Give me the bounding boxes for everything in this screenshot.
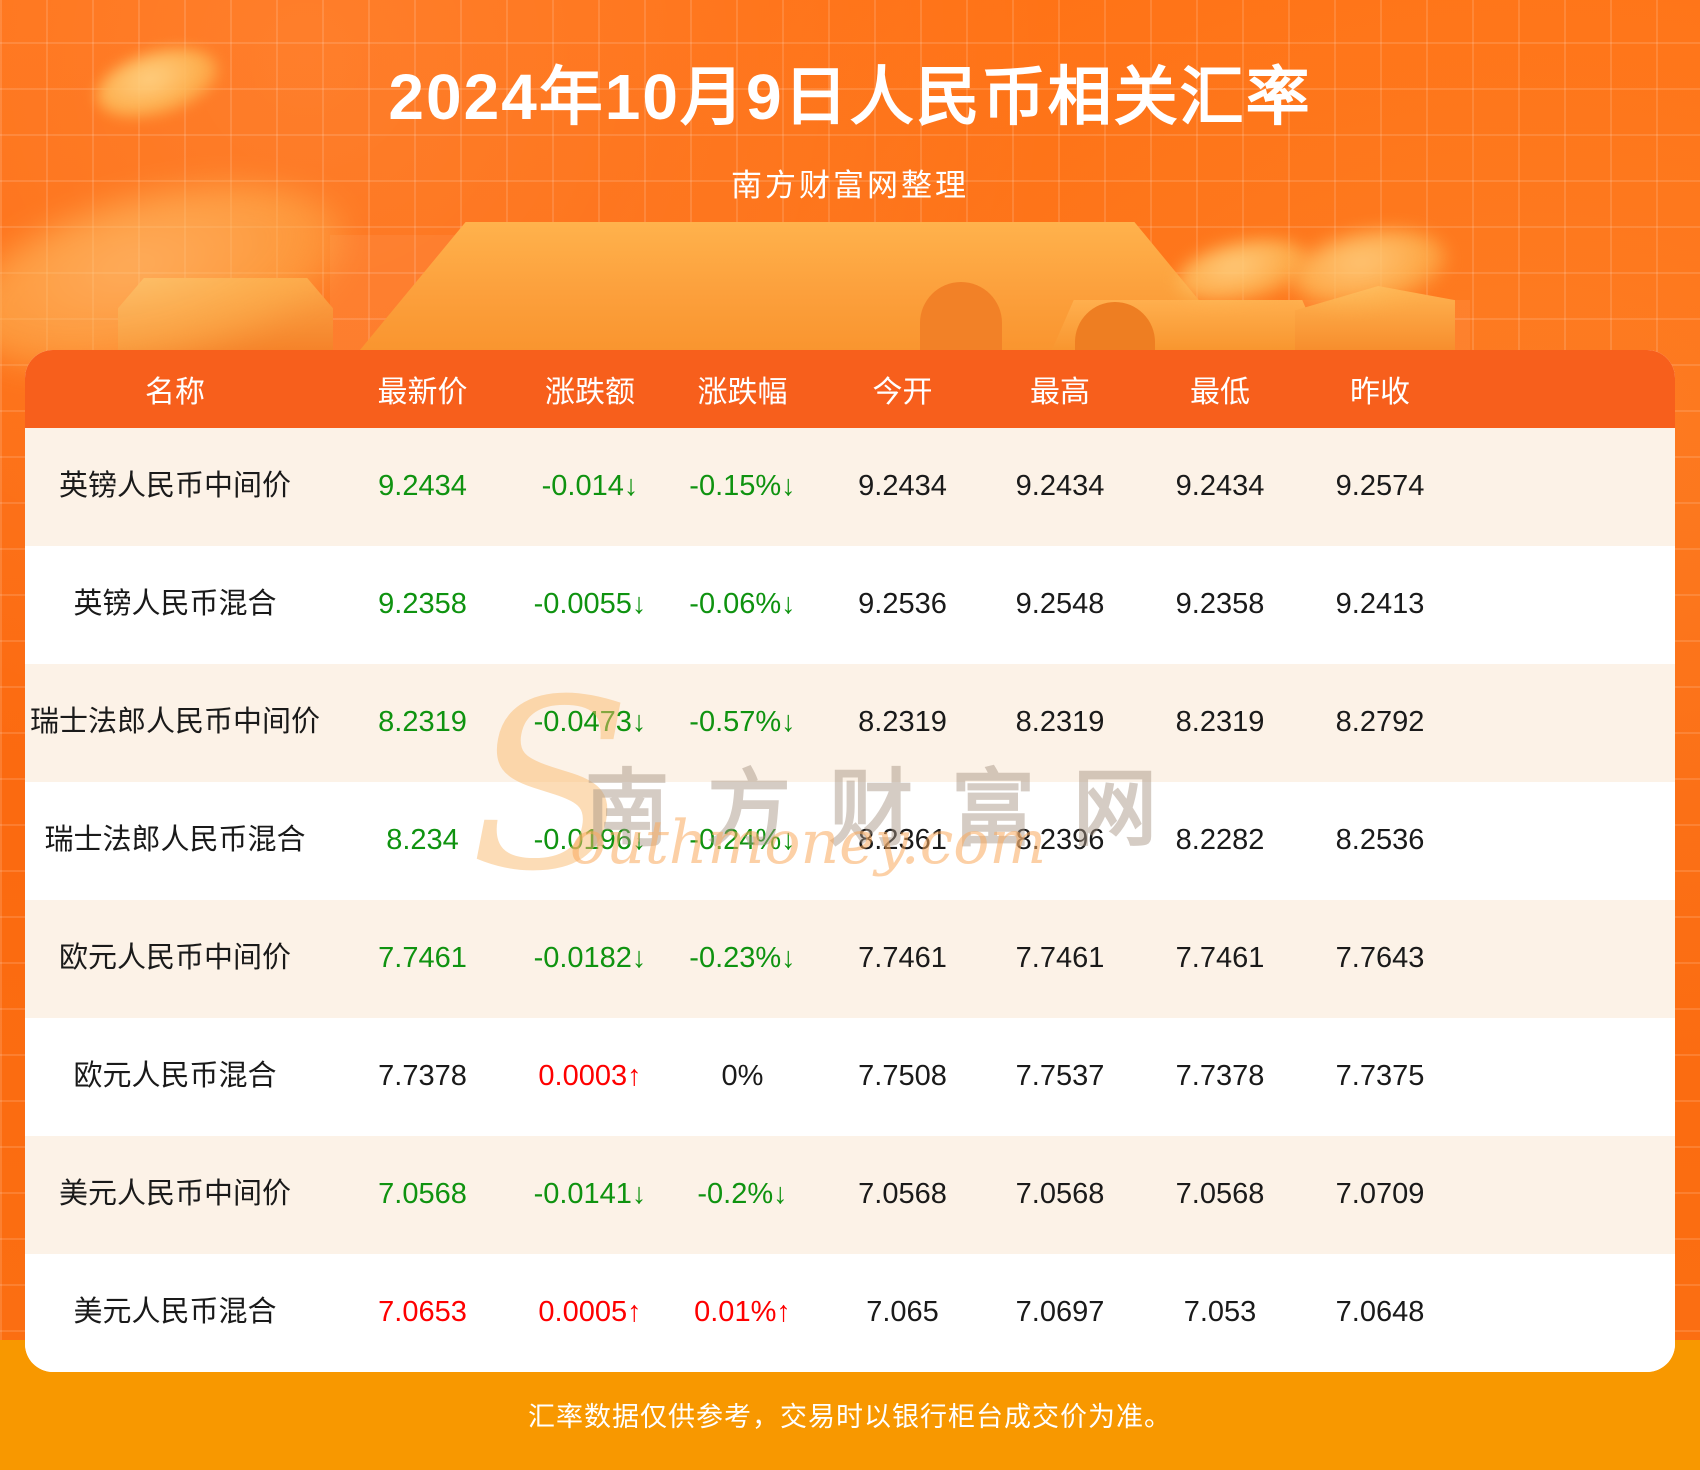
- cell-value: 9.2358: [1175, 588, 1265, 621]
- cell-value: 8.2319: [1175, 706, 1265, 739]
- cell-name: 瑞士法郎人民币混合: [44, 824, 306, 857]
- gold-coin-decoration: [1286, 219, 1453, 317]
- cell-value: -0.0182↓: [533, 942, 647, 975]
- cell-value: 9.2548: [1015, 588, 1105, 621]
- cell-value: 9.2434: [1175, 470, 1265, 503]
- cell-value: 8.2396: [1015, 824, 1105, 857]
- cell-value: 9.2434: [378, 470, 467, 503]
- cell-value: -0.15%↓: [689, 470, 796, 503]
- cell-value: -0.0055↓: [533, 588, 647, 621]
- table-row: 美元人民币中间价 7.0568 -0.0141↓ -0.2%↓ 7.0568 7.0568…: [25, 1136, 1675, 1254]
- header-cell: 最高: [1030, 376, 1090, 409]
- podium-arch-decoration: [1075, 302, 1155, 350]
- cell-value: 0%: [721, 1060, 764, 1093]
- cell-value: 9.2434: [1015, 470, 1105, 503]
- podium-platform-center: [360, 222, 1240, 350]
- cell-value: 7.0697: [1015, 1296, 1105, 1329]
- header-cell: 今开: [872, 376, 933, 409]
- cell-value: 8.2282: [1175, 824, 1265, 857]
- cell-value: 7.7461: [1015, 942, 1105, 975]
- header-cell: 涨跌额: [545, 376, 635, 409]
- cell-value: 0.0005↑: [538, 1296, 642, 1329]
- table-row: 欧元人民币中间价 7.7461 -0.0182↓ -0.23%↓ 7.7461 7.746…: [25, 900, 1675, 1018]
- cell-value: 7.7461: [858, 942, 947, 975]
- cell-value: -0.2%↓: [697, 1178, 788, 1211]
- cell-value: 8.2361: [858, 824, 947, 857]
- cell-value: 8.2319: [1015, 706, 1105, 739]
- cell-value: -0.23%↓: [689, 942, 796, 975]
- cell-value: 7.7375: [1335, 1060, 1425, 1093]
- table-header-row: 名称 最新价 涨跌额 涨跌幅 今开 最高 最低 昨收: [25, 350, 1675, 428]
- header-cell: 涨跌幅: [697, 376, 788, 409]
- table-row: 瑞士法郎人民币中间价 8.2319 -0.0473↓ -0.57%↓ 8.2319 8.2…: [25, 664, 1675, 782]
- cell-value: 7.0648: [1335, 1296, 1425, 1329]
- cell-value: 9.2413: [1335, 588, 1425, 621]
- cell-value: 7.7461: [1175, 942, 1265, 975]
- cell-value: 7.053: [1183, 1296, 1257, 1329]
- header-cell: 昨收: [1350, 376, 1410, 409]
- cell-value: 7.0568: [378, 1178, 467, 1211]
- cell-value: 9.2574: [1335, 470, 1425, 503]
- podium-arch-decoration: [920, 282, 1002, 350]
- cell-value: -0.0196↓: [533, 824, 647, 857]
- cell-value: -0.57%↓: [689, 706, 796, 739]
- cell-value: 8.234: [386, 824, 459, 857]
- cell-value: 7.7378: [378, 1060, 467, 1093]
- cell-value: 7.0568: [858, 1178, 947, 1211]
- gold-coin-decoration: [1170, 228, 1315, 314]
- footer-note: 汇率数据仅供参考，交易时以银行柜台成交价为准。: [528, 1402, 1172, 1432]
- cell-value: 8.2536: [1335, 824, 1425, 857]
- podium-platform-far-right: [1295, 286, 1455, 350]
- cell-value: 7.7643: [1335, 942, 1425, 975]
- cell-value: 9.2536: [858, 588, 947, 621]
- cell-value: 7.7508: [858, 1060, 947, 1093]
- podium-platform-left: [118, 278, 333, 350]
- cell-value: 8.2319: [378, 706, 467, 739]
- cell-name: 欧元人民币中间价: [58, 942, 291, 975]
- cell-name: 美元人民币中间价: [58, 1178, 291, 1211]
- podium-platform-right: [1052, 300, 1324, 350]
- header-cell: 名称: [145, 376, 205, 409]
- table-row: 美元人民币混合 7.0653 0.0005↑ 0.01%↑ 7.065 7.0697 7.0…: [25, 1254, 1675, 1372]
- background-light-patch: [1050, 300, 1470, 350]
- background-light-patch: [330, 235, 850, 350]
- cell-value: 8.2319: [858, 706, 947, 739]
- page-title: 2024年10月9日人民币相关汇率: [388, 61, 1312, 133]
- cell-value: 0.0003↑: [538, 1060, 642, 1093]
- cell-value: 7.0709: [1335, 1178, 1425, 1211]
- cell-name: 瑞士法郎人民币中间价: [29, 706, 320, 739]
- cell-value: -0.0473↓: [533, 706, 647, 739]
- table-row: 英镑人民币中间价 9.2434 -0.014↓ -0.15%↓ 9.2434 9.2434…: [25, 428, 1675, 546]
- header-cell: 最新价: [377, 376, 468, 409]
- cell-name: 欧元人民币混合: [73, 1060, 277, 1093]
- cell-name: 英镑人民币中间价: [58, 470, 291, 503]
- cell-value: 9.2358: [378, 588, 467, 621]
- cell-value: 9.2434: [858, 470, 947, 503]
- cell-value: -0.014↓: [541, 470, 639, 503]
- cell-value: -0.06%↓: [689, 588, 796, 621]
- cell-name: 美元人民币混合: [73, 1296, 277, 1329]
- cell-value: 7.7378: [1175, 1060, 1265, 1093]
- table-body: 英镑人民币中间价 9.2434 -0.014↓ -0.15%↓ 9.2434 9.2434…: [25, 428, 1675, 1372]
- cell-value: -0.0141↓: [533, 1178, 647, 1211]
- cell-value: 7.7461: [378, 942, 467, 975]
- table-row: 英镑人民币混合 9.2358 -0.0055↓ -0.06%↓ 9.2536 9.2548…: [25, 546, 1675, 664]
- cell-name: 英镑人民币混合: [73, 588, 277, 621]
- table-row: 瑞士法郎人民币混合 8.234 -0.0196↓ -0.24%↓ 8.2361 8.239…: [25, 782, 1675, 900]
- page-subtitle: 南方财富网整理: [731, 168, 969, 203]
- cell-value: 7.7537: [1015, 1060, 1105, 1093]
- cell-value: 7.0568: [1015, 1178, 1105, 1211]
- rates-table: 名称 最新价 涨跌额 涨跌幅 今开 最高 最低 昨收 英镑人民币中间价 9.2434 -0.014…: [25, 350, 1675, 1372]
- header-cell: 最低: [1190, 376, 1250, 409]
- cell-value: -0.24%↓: [689, 824, 796, 857]
- cell-value: 7.0653: [378, 1296, 467, 1329]
- cell-value: 7.065: [866, 1296, 939, 1329]
- cell-value: 0.01%↑: [694, 1296, 791, 1329]
- table-row: 欧元人民币混合 7.7378 0.0003↑ 0% 7.7508 7.7537 7.7378…: [25, 1018, 1675, 1136]
- cell-value: 7.0568: [1175, 1178, 1265, 1211]
- cell-value: 8.2792: [1335, 706, 1425, 739]
